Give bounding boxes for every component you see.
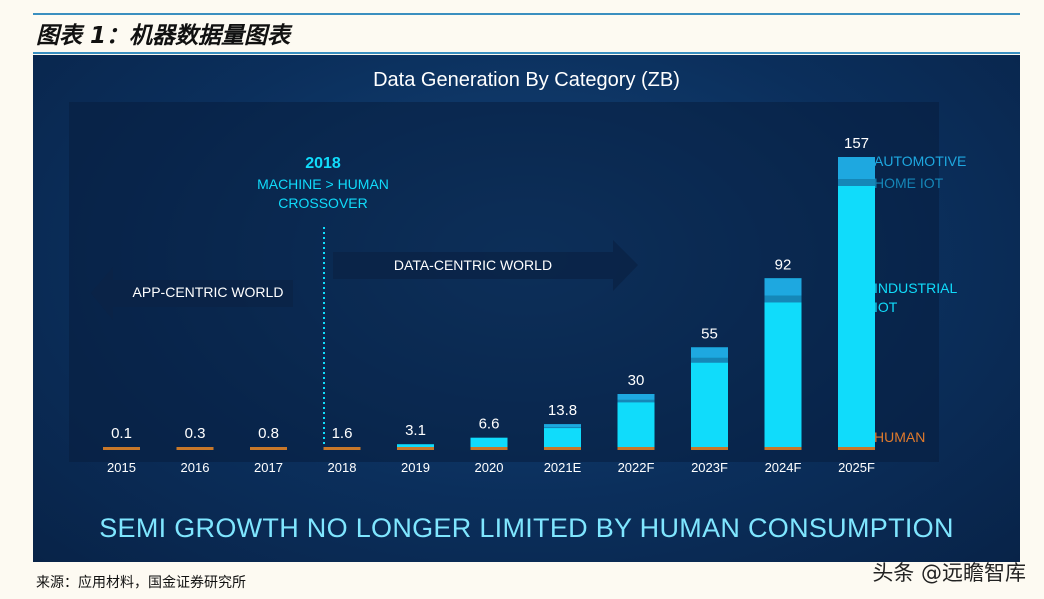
x-tick-label: 2019 — [401, 460, 430, 475]
x-tick-label: 2025F — [838, 460, 875, 475]
watermark: 头条 @远瞻智库 — [872, 561, 1026, 585]
bar-human-segment — [176, 447, 214, 450]
bar-2024F — [764, 278, 802, 450]
bar-human-segment — [103, 447, 140, 450]
bar-2021E — [544, 424, 581, 450]
bar-2023F — [691, 347, 728, 450]
bar-2022F — [617, 394, 655, 450]
data-label: 157 — [844, 135, 869, 152]
data-label: 13.8 — [548, 402, 577, 419]
bar-human-segment — [397, 447, 434, 450]
legend-automotive: AUTOMOTIVE — [874, 153, 967, 169]
chart-svg: 0.1 2015 0.3 2016 0.8 2017 1.6 2018 3.1 2019 6.6 20… — [91, 135, 875, 475]
x-tick-label: 2022F — [618, 460, 655, 475]
x-tick-label: 2021E — [544, 460, 582, 475]
bar-automotive-segment — [691, 347, 728, 358]
bar-human-segment — [250, 447, 287, 450]
chart-panel: Data Generation By Category (ZB) 0.1 2015… — [33, 55, 1020, 562]
bar-human-segment — [617, 447, 655, 450]
data-centric-arrow — [333, 240, 638, 291]
x-tick-label: 2016 — [181, 460, 210, 475]
legend-home-iot: HOME IOT — [874, 175, 944, 191]
crossover-year: 2018 — [305, 155, 341, 172]
bar-human-segment — [764, 447, 802, 450]
x-tick-label: 2015 — [107, 460, 136, 475]
source-note: 来源：应用材料，国金证券研究所 — [36, 575, 246, 591]
bar-human-segment — [544, 447, 581, 450]
bar-2020 — [470, 437, 508, 450]
bar-human-segment — [470, 447, 508, 450]
data-centric-label: DATA-CENTRIC WORLD — [393, 257, 553, 273]
app-centric-label: APP-CENTRIC WORLD — [132, 284, 284, 300]
bar-home-iot-segment — [838, 179, 875, 186]
data-label: 3.1 — [405, 422, 426, 439]
data-label: 92 — [775, 256, 792, 273]
top-rule — [33, 13, 1020, 15]
legend-industrial-iot: INDUSTRIAL IOT — [874, 280, 957, 315]
bar-home-iot-segment — [617, 399, 655, 403]
crossover-text-1: MACHINE > HUMAN — [257, 176, 389, 192]
data-label: 0.1 — [111, 425, 132, 442]
chart-title: Data Generation By Category (ZB) — [373, 69, 680, 91]
x-tick-label: 2023F — [691, 460, 728, 475]
data-label: 6.6 — [479, 416, 500, 433]
x-tick-label: 2020 — [475, 460, 504, 475]
data-label: 0.8 — [258, 425, 279, 442]
data-label: 55 — [701, 325, 718, 342]
x-tick-label: 2018 — [328, 460, 357, 475]
x-tick-label: 2017 — [254, 460, 283, 475]
app-centric-arrow — [91, 267, 293, 320]
bar-home-iot-segment — [764, 295, 802, 303]
data-label: 0.3 — [185, 425, 206, 442]
bar-home-iot-segment — [691, 357, 728, 363]
legend-human: HUMAN — [874, 429, 926, 445]
bar-2025F — [838, 157, 875, 450]
footer-banner: SEMI GROWTH NO LONGER LIMITED BY HUMAN C… — [99, 513, 954, 543]
bar-automotive-segment — [764, 278, 802, 296]
bar-automotive-segment — [617, 394, 655, 400]
bar-human-segment — [838, 447, 875, 450]
bar-automotive-segment — [838, 157, 875, 179]
data-label: 1.6 — [332, 425, 353, 442]
data-label: 30 — [628, 372, 645, 389]
bar-home-iot-segment — [544, 426, 581, 429]
title-rule — [33, 52, 1020, 54]
x-tick-label: 2024F — [765, 460, 802, 475]
bar-automotive-segment — [544, 424, 581, 427]
bar-human-segment — [691, 447, 728, 450]
bar-human-segment — [323, 447, 361, 450]
crossover-text-2: CROSSOVER — [278, 195, 368, 211]
figure-title: 图表 1：机器数据量图表 — [36, 23, 291, 49]
